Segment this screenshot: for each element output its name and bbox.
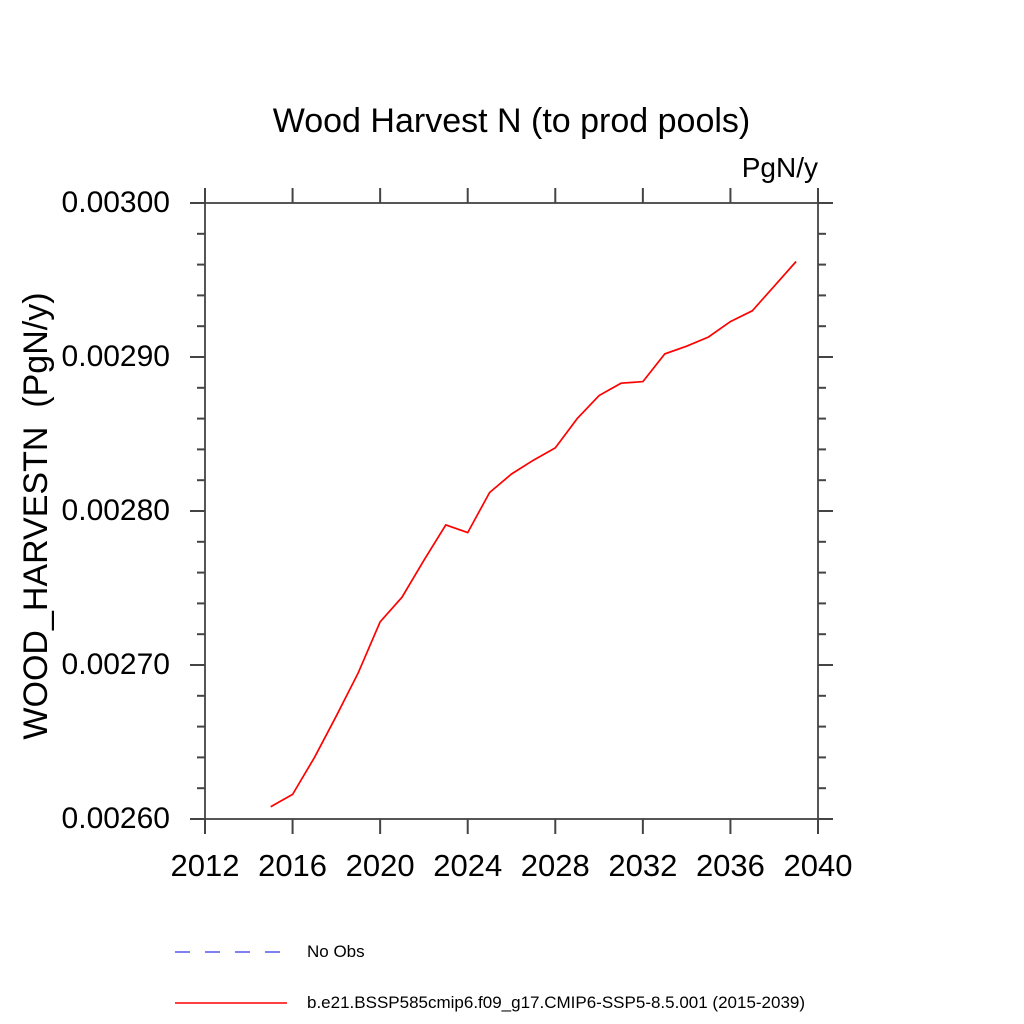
- y-tick-label: 0.00290: [61, 340, 170, 373]
- x-tick-label: 2040: [783, 848, 853, 883]
- legend-series-label: b.e21.BSSP585cmip6.f09_g17.CMIP6-SSP5-8.…: [307, 993, 806, 1012]
- x-tick-label: 2024: [433, 848, 503, 883]
- legend-no-obs-label: No Obs: [307, 942, 365, 961]
- x-tick-label: 2028: [520, 848, 590, 883]
- y-tick-label: 0.00280: [61, 494, 170, 527]
- x-tick-label: 2036: [695, 848, 765, 883]
- data-series-line: [270, 260, 797, 808]
- chart-title: Wood Harvest N (to prod pools): [272, 102, 751, 140]
- unit-label: PgN/y: [741, 152, 818, 183]
- x-tick-label: 2016: [258, 848, 328, 883]
- y-tick-label: 0.00270: [61, 648, 170, 681]
- y-tick-label: 0.00260: [61, 802, 170, 835]
- y-tick-label: 0.00300: [61, 186, 170, 219]
- plot-box: [204, 202, 819, 820]
- x-tick-label: 2012: [170, 848, 240, 883]
- x-tick-label: 2032: [608, 848, 678, 883]
- x-tick-label: 2020: [345, 848, 415, 883]
